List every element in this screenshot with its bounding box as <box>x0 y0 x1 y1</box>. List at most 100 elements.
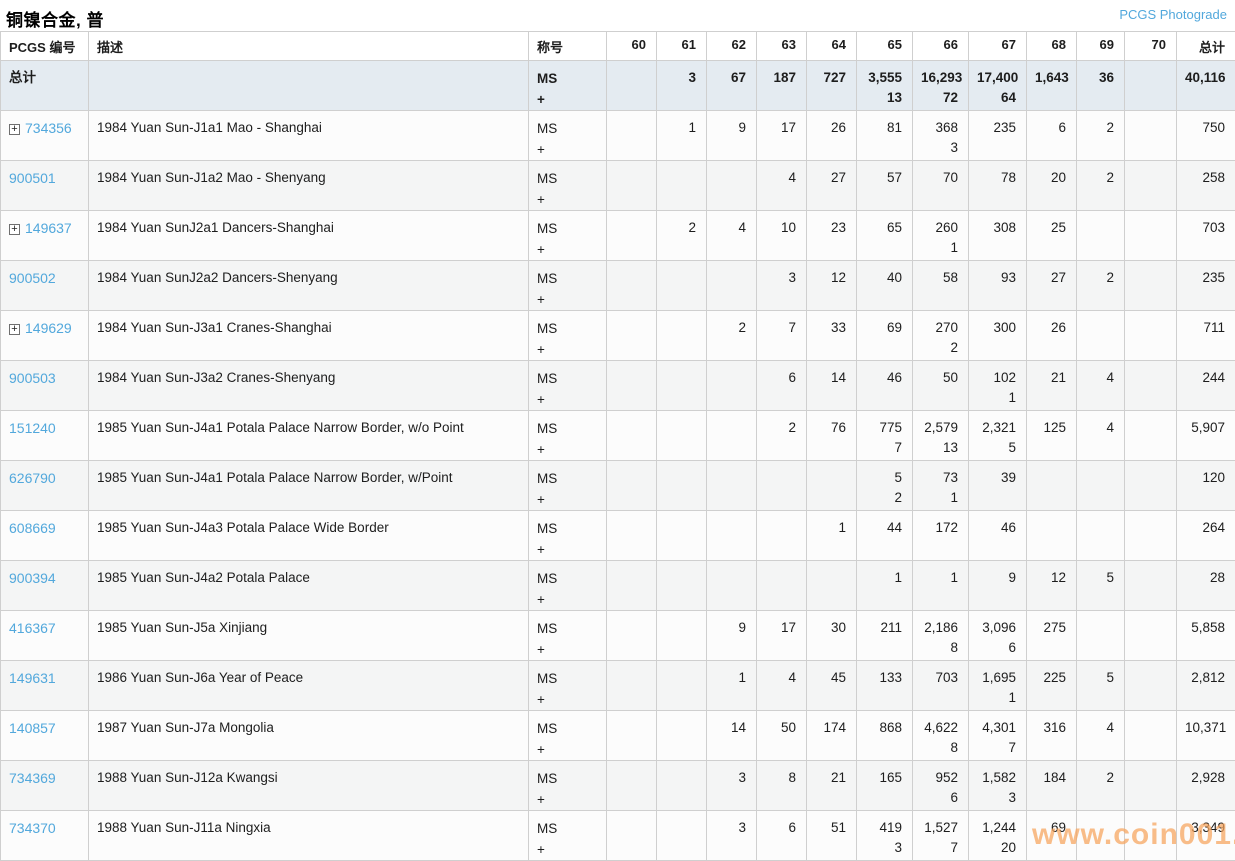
ms-count: 1 <box>688 120 696 135</box>
grade-cell-61: 1 <box>656 110 707 161</box>
plus-count <box>1085 688 1114 708</box>
ms-count: 260 <box>935 220 958 235</box>
pcgs-number-cell: 900502 <box>0 260 89 311</box>
plus-count <box>715 568 746 588</box>
pcgs-number-link[interactable]: 734356 <box>25 120 72 136</box>
grade-cell-69 <box>1076 310 1125 361</box>
plus-count <box>977 538 1016 558</box>
pcgs-number-link[interactable]: 734370 <box>9 820 56 836</box>
grade-cell-70 <box>1124 410 1177 461</box>
pcgs-number-link[interactable]: 626790 <box>9 470 56 486</box>
ms-count: 174 <box>823 720 846 735</box>
row-total-cell: 2,928 <box>1176 760 1235 811</box>
plus-count <box>815 688 846 708</box>
ms-count: 3,096 <box>982 620 1016 635</box>
header-row: PCGS 编号 描述 称号 60 61 62 63 64 65 66 67 68 69 70 总计 <box>0 31 1235 61</box>
ms-count: 368 <box>935 120 958 135</box>
designation-cell: MS + <box>528 310 607 361</box>
pcgs-number-link[interactable]: 140857 <box>9 720 56 736</box>
plus-count <box>865 338 902 358</box>
ms-count: 3 <box>688 70 696 85</box>
plus-count: 2 <box>950 340 958 355</box>
grade-cell-69: 5 <box>1076 560 1125 611</box>
pcgs-number-link[interactable]: 608669 <box>9 520 56 536</box>
plus-count <box>865 238 902 258</box>
grade-cell-64: 51 <box>806 810 857 861</box>
grade-cell-64: 12 <box>806 260 857 311</box>
grade-cell-65: 211 <box>856 610 913 661</box>
ms-count: 33 <box>830 320 846 335</box>
pcgs-number-link[interactable]: 416367 <box>9 620 56 636</box>
ms-count: 1 <box>838 520 846 535</box>
plus-count: 13 <box>942 440 958 455</box>
grade-cell-68: 27 <box>1026 260 1077 311</box>
plus-count: 6 <box>950 790 958 805</box>
table-header: PCGS 编号 描述 称号 60 61 62 63 64 65 66 67 68 69 70 总计 <box>0 31 1235 61</box>
pcgs-number-link[interactable]: 149631 <box>9 670 56 686</box>
plus-count <box>1035 688 1066 708</box>
pcgs-number-link[interactable]: 151240 <box>9 420 56 436</box>
designation-cell: MS + <box>528 260 607 311</box>
designation-ms-label: MS <box>537 471 558 486</box>
designation-ms-label: MS <box>537 171 558 186</box>
ms-count: 27 <box>1050 270 1066 285</box>
description-cell: 1988 Yuan Sun-J11a Ningxia <box>88 810 529 861</box>
photograde-link[interactable]: PCGS Photograde <box>1119 7 1227 22</box>
plus-count: 72 <box>942 90 958 105</box>
plus-count <box>1035 638 1066 658</box>
designation-ms-label: MS <box>537 621 558 636</box>
plus-count <box>765 518 796 538</box>
designation-plus-label: + <box>537 842 545 857</box>
pcgs-number-link[interactable]: 900394 <box>9 570 56 586</box>
pcgs-number-link[interactable]: 149629 <box>25 320 72 336</box>
plus-count <box>921 588 958 608</box>
expand-icon[interactable]: + <box>9 224 20 235</box>
pcgs-number-link[interactable]: 149637 <box>25 220 72 236</box>
expand-icon[interactable]: + <box>9 324 20 335</box>
grade-cell-70 <box>1124 760 1177 811</box>
plus-count <box>815 788 846 808</box>
table-row: 734369 1988 Yuan Sun-J12a Kwangsi MS +3 8 21 1… <box>0 760 1235 811</box>
plus-count <box>815 468 846 488</box>
ms-count: 6 <box>788 820 796 835</box>
plus-count <box>1133 118 1166 138</box>
expand-icon[interactable]: + <box>9 124 20 135</box>
grade-cell-67: 1,695 1 <box>968 660 1027 711</box>
grade-cell-61 <box>656 710 707 761</box>
grade-cell-69: 2 <box>1076 160 1125 211</box>
ms-count: 8 <box>788 770 796 785</box>
designation-ms-label: MS <box>537 521 558 536</box>
grade-cell-63: 8 <box>756 760 807 811</box>
plus-count <box>615 218 646 238</box>
grade-cell-62: 3 <box>706 760 757 811</box>
grade-cell-65: 868 <box>856 710 913 761</box>
plus-count <box>615 518 646 538</box>
designation-plus-label: + <box>537 142 545 157</box>
grade-cell-61 <box>656 560 707 611</box>
pcgs-number-link[interactable]: 900501 <box>9 170 56 186</box>
grade-cell-69: 2 <box>1076 110 1125 161</box>
description-column-header: 描述 <box>88 31 529 61</box>
designation-plus-label: + <box>537 192 545 207</box>
plus-count <box>715 338 746 358</box>
pcgs-number-link[interactable]: 900503 <box>9 370 56 386</box>
ms-count: 9 <box>738 120 746 135</box>
pcgs-number-link[interactable]: 900502 <box>9 270 56 286</box>
grade-cell-62: 3 <box>706 810 757 861</box>
ms-count: 3 <box>788 270 796 285</box>
ms-count: 21 <box>830 770 846 785</box>
plus-count <box>815 88 846 108</box>
ms-count: 275 <box>1043 620 1066 635</box>
plus-count <box>1035 738 1066 758</box>
pcgs-number-link[interactable]: 734369 <box>9 770 56 786</box>
plus-count <box>865 288 902 308</box>
plus-count <box>615 268 646 288</box>
designation-cell: MS + <box>528 460 607 511</box>
table-row: 734370 1988 Yuan Sun-J11a Ningxia MS +3 6 51 4… <box>0 810 1235 861</box>
designation-column-header: 称号 <box>528 31 607 61</box>
ms-count: 4,301 <box>982 720 1016 735</box>
plus-count <box>1035 838 1066 858</box>
pcgs-number-cell: 149631 <box>0 660 89 711</box>
description-cell: 1987 Yuan Sun-J7a Mongolia <box>88 710 529 761</box>
plus-count <box>921 388 958 408</box>
